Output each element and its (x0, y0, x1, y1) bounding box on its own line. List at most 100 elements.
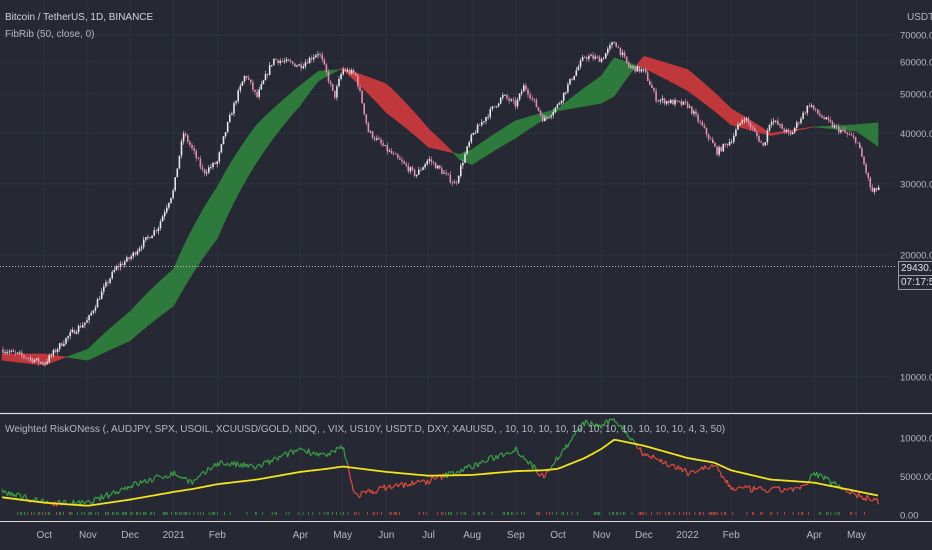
candle-up (613, 42, 615, 44)
oscillator-segment-up (583, 419, 587, 427)
candle-down (714, 143, 716, 147)
candle-up (810, 105, 813, 107)
candle-down (359, 86, 361, 91)
price-candles (2, 41, 880, 367)
oscillator-tick-mark (477, 512, 479, 515)
oscillator-tick-mark (561, 512, 563, 515)
oscillator-tick-mark (381, 512, 382, 515)
candle-down (201, 167, 204, 170)
oscillator-segment-down (719, 471, 723, 478)
candle-down (829, 119, 832, 122)
candle-down (821, 115, 823, 118)
candle-up (502, 94, 504, 98)
oscillator-tick-mark (620, 512, 622, 515)
candle-up (575, 70, 578, 76)
oscillator-tick-mark (39, 512, 41, 515)
candle-up (840, 130, 842, 133)
oscillator-tick-mark (24, 512, 25, 515)
oscillator-tick-mark (143, 512, 144, 515)
oscillator-segment-up (586, 421, 590, 426)
candle-up (565, 92, 567, 93)
oscillator-segment-down (847, 491, 850, 494)
oscillator-tick-mark (460, 512, 462, 515)
candle-down (598, 56, 601, 62)
oscillator-tick-mark (393, 512, 395, 515)
candle-up (119, 263, 122, 268)
oscillator-axis[interactable]: 0.00 5000.00 10000.00 (900, 434, 932, 522)
candle-up (35, 358, 38, 361)
candle-up (764, 142, 767, 146)
candle-up (611, 42, 613, 46)
oscillator-tick-mark (326, 512, 328, 515)
oscillator-segment-down (740, 486, 744, 489)
oscillator-tick-mark (285, 512, 287, 515)
candle-down (758, 135, 760, 142)
candle-up (268, 65, 271, 75)
oscillator-segment-up (159, 475, 162, 478)
oscillator-segment-up (466, 464, 469, 469)
oscillator-tick-mark (21, 512, 22, 515)
oscillator-segment-down (736, 486, 739, 490)
candle-down (663, 98, 666, 104)
symbol-title[interactable]: Bitcoin / TetherUS, 1D, BINANCE (5, 12, 154, 23)
oscillator-segment-down (379, 485, 382, 488)
oscillator-segment-down (746, 486, 749, 489)
oscillator-tick-mark (714, 512, 715, 515)
oscillator-segment-up (226, 462, 230, 466)
oscillator-segment-down (714, 464, 717, 467)
candle-down (808, 105, 811, 107)
candle-up (791, 132, 794, 135)
oscillator-segment-up (525, 458, 528, 462)
candle-up (40, 362, 42, 363)
candle-down (649, 80, 651, 86)
oscillator-segment-up (93, 496, 97, 499)
time-axis-label: 2022 (676, 530, 699, 541)
candle-up (231, 113, 233, 116)
candle-down (812, 105, 815, 110)
oscillator-segment-up (256, 464, 259, 467)
candle-down (441, 168, 443, 174)
candle-up (130, 256, 132, 259)
oscillator-tick-mark (645, 512, 647, 515)
oscillator-tick-mark (165, 512, 167, 515)
candle-down (250, 79, 252, 83)
oscillator-segment-down (422, 479, 426, 482)
oscillator-segment-up (477, 462, 481, 468)
oscillator-segment-up (573, 431, 577, 436)
oscillator-tick-mark (617, 512, 619, 515)
oscillator-segment-up (518, 454, 521, 457)
oscillator-tick-mark (850, 512, 851, 515)
oscillator-tick-mark (659, 512, 661, 515)
oscillator-tick-mark (851, 512, 853, 515)
candle-down (529, 94, 531, 99)
oscillator-legend[interactable]: Weighted RiskONess (, AUDJPY, SPX, USOIL… (5, 424, 726, 435)
candle-down (300, 64, 302, 69)
candle-down (31, 358, 34, 363)
oscillator-segment-up (533, 464, 536, 468)
candle-up (588, 56, 590, 59)
oscillator-tick-mark (144, 512, 146, 515)
oscillator-tick-mark (715, 512, 717, 515)
candle-up (642, 68, 645, 70)
oscillator-tick-mark (665, 512, 666, 515)
candle-up (722, 143, 725, 152)
price-axis[interactable]: 10000.00 20000.00 30000.00 40000.00 50000.00… (900, 31, 932, 384)
oscillator-segment-up (263, 460, 266, 463)
oscillator-tick-mark (63, 512, 64, 515)
candle-up (67, 336, 69, 339)
oscillator-segment-down (742, 487, 745, 489)
oscillator-segment-down (365, 490, 368, 494)
oscillator-tick-mark (347, 512, 349, 515)
time-axis[interactable]: Oct Nov Dec 2021 Feb Apr May Jun Jul Aug Sep Oct Nov… (36, 530, 865, 541)
oscillator-segment-up (627, 436, 630, 439)
candle-up (308, 57, 311, 64)
oscillator-tick-mark (26, 512, 28, 515)
oscillator-segment-up (162, 477, 165, 480)
oscillator-segment-down (716, 466, 720, 472)
oscillator-segment-up (616, 421, 619, 426)
indicator-legend[interactable]: FibRib (50, close, 0) (5, 29, 95, 40)
oscillator-segment-up (613, 418, 616, 423)
oscillator-segment-up (485, 460, 489, 463)
oscillator-segment-down (667, 465, 671, 468)
